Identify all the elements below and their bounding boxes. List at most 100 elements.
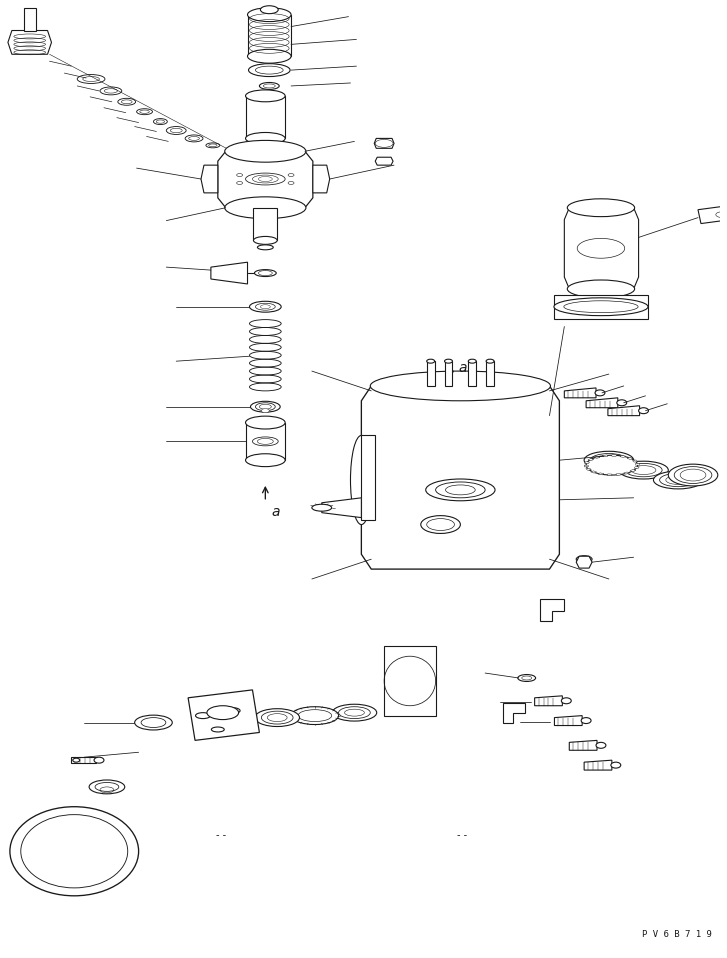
- Polygon shape: [444, 361, 452, 386]
- Polygon shape: [427, 361, 435, 386]
- Polygon shape: [201, 165, 218, 193]
- Ellipse shape: [567, 199, 635, 217]
- Ellipse shape: [225, 196, 306, 218]
- Ellipse shape: [567, 280, 635, 298]
- Ellipse shape: [486, 359, 494, 363]
- Ellipse shape: [225, 141, 306, 162]
- Text: P V 6 B 7 1 9: P V 6 B 7 1 9: [641, 930, 712, 940]
- Ellipse shape: [291, 707, 339, 724]
- Text: a: a: [271, 505, 280, 518]
- Polygon shape: [374, 138, 394, 148]
- Polygon shape: [598, 473, 603, 475]
- Ellipse shape: [577, 556, 592, 562]
- Polygon shape: [585, 462, 590, 464]
- Polygon shape: [634, 467, 639, 468]
- Ellipse shape: [134, 715, 172, 730]
- Ellipse shape: [332, 704, 377, 721]
- Ellipse shape: [444, 359, 452, 363]
- Polygon shape: [588, 459, 594, 461]
- Ellipse shape: [185, 135, 203, 142]
- Ellipse shape: [638, 408, 648, 414]
- Ellipse shape: [196, 713, 210, 718]
- Polygon shape: [564, 208, 638, 289]
- Ellipse shape: [255, 709, 300, 726]
- Ellipse shape: [260, 6, 278, 13]
- Polygon shape: [218, 151, 313, 208]
- Polygon shape: [71, 757, 96, 764]
- Polygon shape: [313, 165, 329, 193]
- Polygon shape: [569, 741, 597, 750]
- Polygon shape: [603, 455, 608, 457]
- Polygon shape: [584, 761, 612, 770]
- Ellipse shape: [73, 758, 80, 763]
- Polygon shape: [254, 208, 277, 240]
- Ellipse shape: [426, 479, 495, 501]
- Ellipse shape: [246, 454, 285, 467]
- Polygon shape: [486, 361, 494, 386]
- Text: a: a: [459, 361, 467, 376]
- Polygon shape: [607, 474, 612, 475]
- Ellipse shape: [212, 727, 224, 732]
- Polygon shape: [246, 422, 285, 460]
- Polygon shape: [590, 471, 597, 473]
- Ellipse shape: [561, 697, 571, 704]
- Ellipse shape: [166, 126, 186, 134]
- Polygon shape: [564, 388, 596, 398]
- Polygon shape: [594, 456, 600, 458]
- Ellipse shape: [596, 742, 606, 748]
- Ellipse shape: [246, 132, 285, 145]
- Ellipse shape: [468, 359, 476, 363]
- Ellipse shape: [254, 269, 276, 277]
- Ellipse shape: [654, 471, 703, 489]
- Polygon shape: [555, 295, 648, 319]
- Ellipse shape: [237, 181, 243, 185]
- Ellipse shape: [100, 87, 122, 95]
- Ellipse shape: [586, 455, 638, 475]
- Ellipse shape: [246, 90, 285, 102]
- Polygon shape: [555, 716, 582, 725]
- Ellipse shape: [237, 173, 243, 176]
- Polygon shape: [630, 469, 636, 472]
- Ellipse shape: [206, 143, 220, 148]
- Ellipse shape: [10, 807, 139, 896]
- Text: - -: - -: [216, 831, 226, 840]
- Polygon shape: [608, 406, 640, 416]
- Polygon shape: [361, 386, 559, 569]
- Ellipse shape: [554, 298, 648, 315]
- Polygon shape: [635, 464, 640, 466]
- Polygon shape: [584, 466, 588, 467]
- Ellipse shape: [427, 359, 435, 363]
- Polygon shape: [612, 455, 616, 456]
- Ellipse shape: [262, 409, 269, 413]
- Polygon shape: [322, 498, 361, 517]
- Polygon shape: [627, 457, 633, 460]
- Text: - -: - -: [457, 831, 467, 840]
- Ellipse shape: [616, 399, 627, 406]
- Ellipse shape: [584, 451, 634, 469]
- Ellipse shape: [260, 82, 279, 89]
- Ellipse shape: [288, 173, 294, 176]
- Ellipse shape: [207, 706, 238, 719]
- Polygon shape: [624, 472, 630, 474]
- Ellipse shape: [153, 119, 167, 125]
- Ellipse shape: [137, 108, 153, 115]
- Polygon shape: [246, 96, 285, 138]
- Ellipse shape: [249, 63, 290, 77]
- Ellipse shape: [254, 237, 277, 244]
- Polygon shape: [211, 262, 247, 284]
- Polygon shape: [577, 557, 592, 568]
- Ellipse shape: [246, 416, 285, 429]
- Ellipse shape: [595, 390, 605, 396]
- Ellipse shape: [249, 301, 281, 312]
- Polygon shape: [375, 157, 393, 165]
- Polygon shape: [361, 436, 375, 519]
- Polygon shape: [534, 696, 563, 706]
- Ellipse shape: [421, 515, 460, 534]
- Polygon shape: [620, 455, 626, 457]
- Ellipse shape: [288, 181, 294, 185]
- Polygon shape: [503, 703, 525, 722]
- Polygon shape: [247, 14, 291, 57]
- Polygon shape: [586, 398, 618, 408]
- Ellipse shape: [312, 504, 332, 512]
- Ellipse shape: [89, 780, 125, 794]
